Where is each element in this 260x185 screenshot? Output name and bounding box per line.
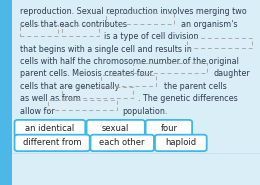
Bar — [62, 25, 99, 36]
Text: that begins with a single cell and results in: that begins with a single cell and resul… — [20, 45, 191, 54]
Bar — [62, 87, 133, 98]
Text: population.: population. — [122, 107, 168, 116]
Bar — [20, 25, 59, 36]
FancyBboxPatch shape — [146, 120, 192, 136]
Text: sexual: sexual — [102, 124, 129, 133]
Text: cells that are genetically: cells that are genetically — [20, 82, 119, 91]
Text: daughter: daughter — [213, 69, 250, 78]
Bar — [133, 63, 207, 73]
Text: allow for: allow for — [20, 107, 54, 116]
Text: as well as from: as well as from — [20, 94, 80, 103]
Text: each other: each other — [99, 138, 145, 147]
Bar — [133, 63, 207, 73]
Text: an organism's: an organism's — [181, 20, 237, 29]
Bar — [187, 38, 252, 48]
Text: cells with half the chromosome number of the original: cells with half the chromosome number of… — [20, 57, 238, 66]
Text: different from: different from — [23, 138, 81, 147]
Bar — [48, 100, 117, 110]
Bar — [101, 75, 156, 86]
Text: four: four — [160, 124, 177, 133]
FancyBboxPatch shape — [15, 135, 90, 151]
Text: . The genetic differences: . The genetic differences — [138, 94, 238, 103]
Bar — [48, 100, 117, 110]
Bar — [62, 87, 133, 98]
Text: cells that each contributes: cells that each contributes — [20, 20, 127, 29]
Text: reproduction. Sexual reproduction involves merging two: reproduction. Sexual reproduction involv… — [20, 7, 246, 16]
FancyBboxPatch shape — [90, 135, 154, 151]
Text: is a type of cell division: is a type of cell division — [104, 32, 198, 41]
Bar — [0, 0, 12, 185]
Text: the parent cells: the parent cells — [164, 82, 226, 91]
FancyBboxPatch shape — [15, 120, 85, 136]
Text: an identical: an identical — [25, 124, 75, 133]
Bar — [62, 25, 99, 36]
Bar — [106, 13, 174, 24]
Bar — [106, 13, 174, 24]
Bar — [20, 25, 59, 36]
FancyBboxPatch shape — [87, 120, 145, 136]
FancyBboxPatch shape — [155, 135, 207, 151]
Text: haploid: haploid — [165, 138, 196, 147]
Text: parent cells. Meiosis creates four: parent cells. Meiosis creates four — [20, 69, 153, 78]
Bar — [101, 75, 156, 86]
Bar — [187, 38, 252, 48]
